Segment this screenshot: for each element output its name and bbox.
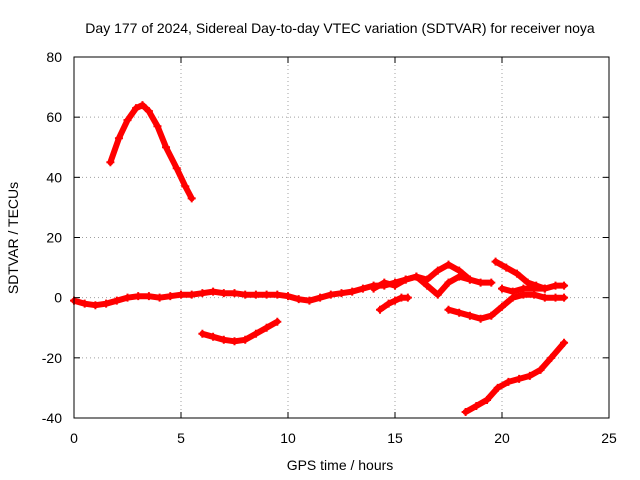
series-arc-9 (466, 343, 564, 412)
series-arc-1 (110, 105, 191, 198)
y-axis-label: SDTVAR / TECUs (5, 182, 21, 294)
y-tick-label: -20 (42, 350, 62, 366)
series-arc-2 (74, 265, 470, 306)
y-tick-label: -40 (42, 410, 62, 426)
chart-title: Day 177 of 2024, Sidereal Day-to-day VTE… (85, 20, 595, 36)
x-tick-label: 20 (494, 430, 510, 446)
y-tick-label: 80 (46, 49, 62, 65)
x-tick-label: 10 (280, 430, 296, 446)
y-tick-label: 20 (46, 230, 62, 246)
grid-lines (74, 57, 609, 418)
x-tick-label: 25 (601, 430, 617, 446)
y-tick-label: 60 (46, 109, 62, 125)
x-axis-label: GPS time / hours (287, 457, 394, 473)
axis-ticks: 0 5 10 15 20 25 80 60 40 20 0 -20 -40 (42, 49, 617, 446)
data-series (70, 101, 568, 416)
sdtvar-chart: Day 177 of 2024, Sidereal Day-to-day VTE… (0, 0, 640, 480)
series-arc-4 (380, 298, 408, 310)
x-tick-label: 15 (387, 430, 403, 446)
x-tick-label: 0 (70, 430, 78, 446)
y-tick-label: 0 (54, 290, 62, 306)
series-arc-7 (496, 262, 545, 289)
x-tick-label: 5 (177, 430, 185, 446)
y-tick-label: 40 (46, 169, 62, 185)
